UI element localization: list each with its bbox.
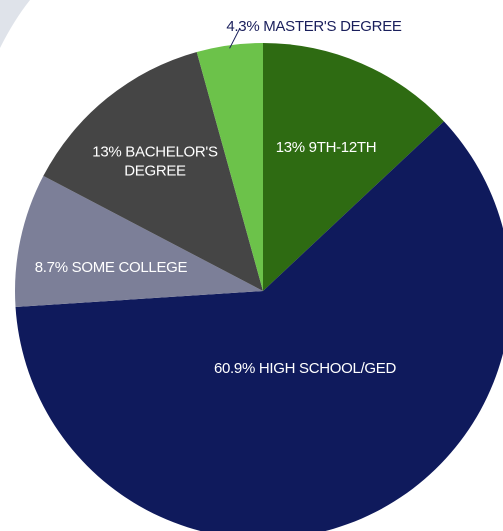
slice-label-line: DEGREE <box>124 162 186 179</box>
slice-label-2: 8.7% SOME COLLEGE <box>35 259 188 276</box>
slice-label-0: 13% 9TH-12TH <box>276 139 377 156</box>
pie-slices <box>15 43 503 531</box>
slice-label-1: 60.9% HIGH SCHOOL/GED <box>214 360 397 377</box>
slice-label-line: 60.9% HIGH SCHOOL/GED <box>214 360 397 377</box>
slice-label-line: 13% 9TH-12TH <box>276 139 377 156</box>
pie-slice-1 <box>15 121 503 531</box>
slice-label-4: 4.3% MASTER'S DEGREE <box>226 18 402 35</box>
pie-slice-2 <box>15 175 263 307</box>
pie-slice-3 <box>43 52 264 292</box>
slice-label-line: 13% BACHELOR'S <box>92 143 218 160</box>
pie-labels: 13% 9TH-12TH 60.9% HIGH SCHOOL/GED 8.7% SO… <box>35 18 402 377</box>
pie-slice-0 <box>263 43 444 291</box>
slice-label-line: 4.3% MASTER'S DEGREE <box>226 18 402 35</box>
corner-accent-shape <box>0 0 30 48</box>
slice-label-3: 13% BACHELOR'S DEGREE <box>92 143 218 179</box>
leader-line <box>229 27 241 49</box>
slice-label-line: 8.7% SOME COLLEGE <box>35 259 188 276</box>
pie-slice-4 <box>196 43 263 291</box>
